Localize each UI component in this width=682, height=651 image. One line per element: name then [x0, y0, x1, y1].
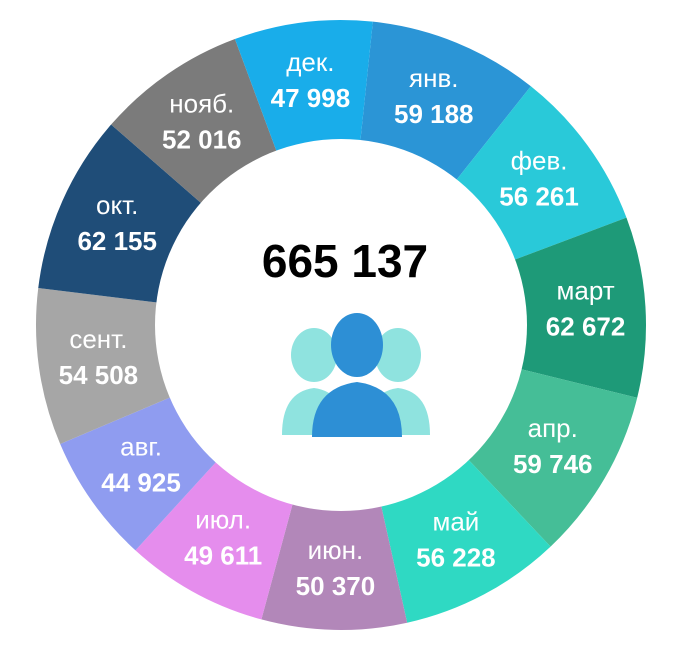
segment-value: 59 188 [394, 99, 474, 129]
segment-value: 50 370 [296, 571, 376, 601]
segment-label: апр. [528, 413, 578, 443]
segment-label: авг. [120, 431, 162, 461]
segment-value: 62 155 [77, 226, 157, 256]
people-icon [282, 313, 430, 437]
segment-label: март [556, 275, 614, 305]
segment-label: окт. [96, 190, 138, 220]
segment-value: 52 016 [162, 124, 242, 154]
segment-label: июн. [308, 535, 364, 565]
segment-value: 54 508 [59, 360, 139, 390]
segment-label: дек. [286, 47, 334, 77]
segment-value: 47 998 [271, 83, 351, 113]
donut-segment [509, 217, 647, 398]
center-total: 665 137 [262, 235, 428, 287]
donut-segment [36, 288, 176, 445]
donut-segment [453, 86, 627, 262]
donut-segment [38, 124, 206, 304]
segment-value: 59 746 [513, 449, 593, 479]
donut-segment [359, 21, 531, 185]
donut-segment [234, 20, 373, 157]
segment-label: сент. [69, 324, 127, 354]
segment-value: 62 672 [546, 311, 626, 341]
donut-segment [261, 498, 408, 630]
segment-label: янв. [409, 63, 458, 93]
segment-value: 44 925 [101, 467, 181, 497]
segment-label: нояб. [169, 88, 234, 118]
segment-label: фев. [511, 146, 568, 176]
segment-value: 56 228 [416, 542, 496, 572]
donut-segment [60, 395, 220, 551]
donut-segment [380, 455, 551, 623]
segment-label: июл. [195, 505, 251, 535]
donut-ring [36, 20, 647, 630]
segment-label: май [432, 506, 479, 536]
donut-segment [135, 457, 295, 620]
donut-segment [464, 367, 638, 547]
segment-value: 49 611 [184, 541, 262, 571]
donut-segment [111, 39, 279, 207]
segment-value: 56 261 [499, 182, 579, 212]
